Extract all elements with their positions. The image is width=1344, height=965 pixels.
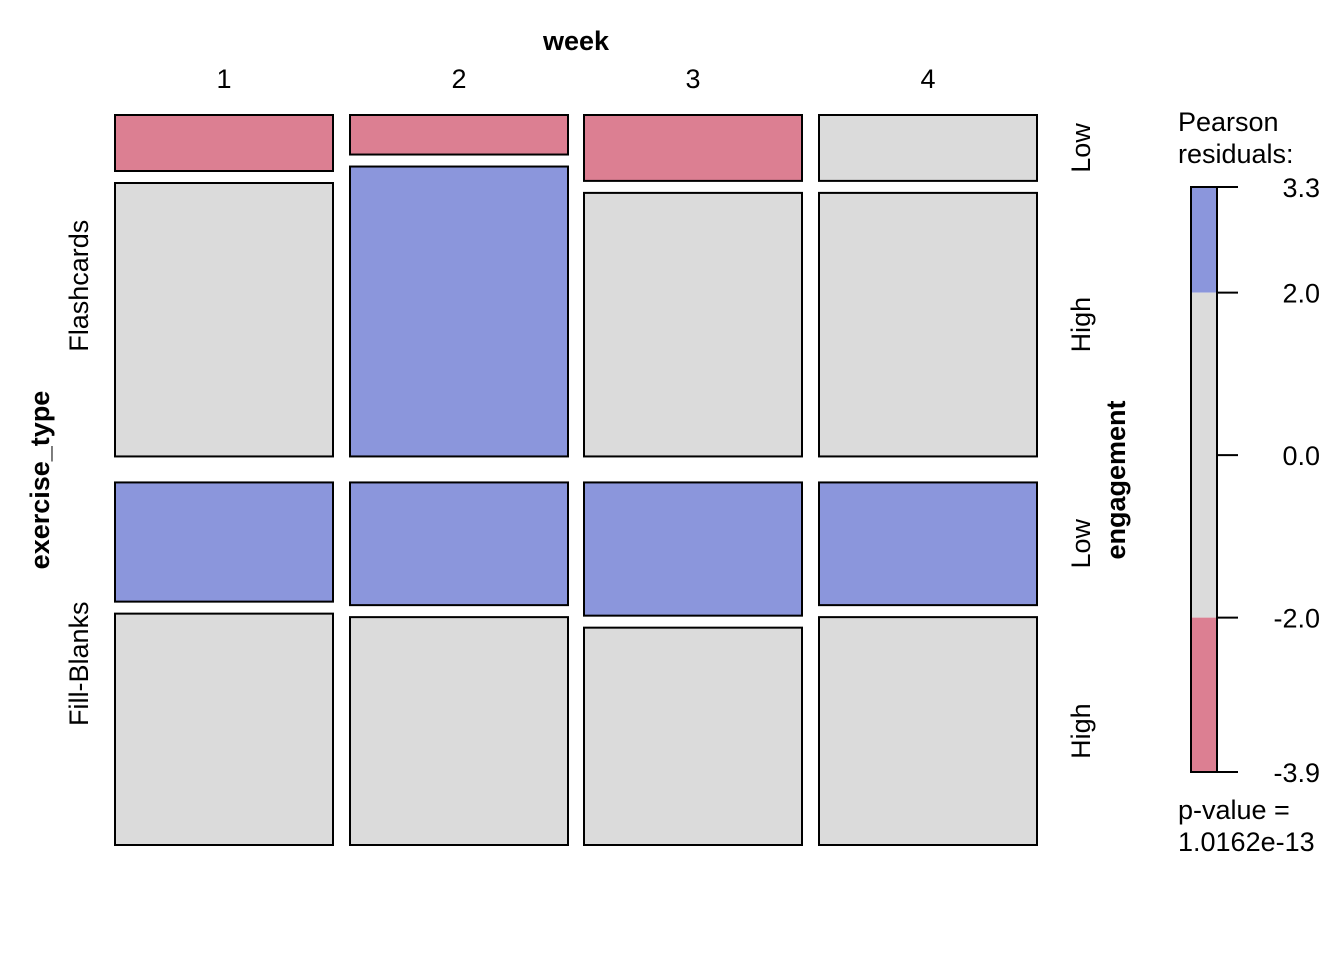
legend-color-band <box>1191 617 1217 772</box>
column-labels: 1 2 3 4 <box>216 64 935 94</box>
column-variable-title: week <box>542 26 610 56</box>
legend-tick-label: -3.9 <box>1273 758 1320 788</box>
mosaic-tile-low <box>349 114 569 156</box>
mosaic-tiles <box>114 114 1038 846</box>
mosaic-tile-low <box>818 481 1038 607</box>
legend-title: Pearson <box>1178 107 1279 137</box>
mosaic-tile-low <box>818 114 1038 182</box>
mosaic-tile-low <box>114 114 334 173</box>
mosaic-tile-high <box>349 165 569 458</box>
sub-level-label: Low <box>1066 123 1096 173</box>
mosaic-tile-high <box>114 182 334 458</box>
mosaic-tile-high <box>114 612 334 846</box>
legend-tick-label: 2.0 <box>1282 279 1320 309</box>
legend-tick-label: 0.0 <box>1282 441 1320 471</box>
mosaic-tile-low <box>583 114 803 182</box>
mosaic-tile-low <box>583 481 803 617</box>
p-value-label: 1.0162e-13 <box>1178 827 1315 857</box>
row-label: Flashcards <box>64 220 94 352</box>
legend-tick-label: 3.3 <box>1282 173 1320 203</box>
row-labels: Flashcards Fill-Blanks <box>64 220 94 726</box>
legend-title: residuals: <box>1178 139 1294 169</box>
mosaic-tile-high <box>818 616 1038 846</box>
column-label: 3 <box>685 64 700 94</box>
sub-level-label: Low <box>1066 519 1096 569</box>
sub-variable-title: engagement <box>1101 400 1131 559</box>
column-label: 4 <box>920 64 935 94</box>
sub-level-label: High <box>1066 297 1096 353</box>
legend-color-band <box>1191 187 1217 293</box>
sub-level-label: High <box>1066 703 1096 759</box>
legend-color-band <box>1191 292 1217 618</box>
mosaic-tile-low <box>349 481 569 607</box>
mosaic-tile-high <box>583 626 803 846</box>
mosaic-tile-high <box>349 616 569 846</box>
p-value-label: p-value = <box>1178 795 1290 825</box>
mosaic-tile-high <box>583 191 803 458</box>
column-label: 1 <box>216 64 231 94</box>
mosaic-tile-low <box>114 481 334 603</box>
legend-bar-frame <box>1190 186 1218 773</box>
row-variable-title: exercise_type <box>25 391 55 570</box>
mosaic-tile-high <box>818 191 1038 458</box>
row-label: Fill-Blanks <box>64 601 94 726</box>
column-label: 2 <box>451 64 466 94</box>
sub-level-labels: Low High Low High <box>1066 123 1096 759</box>
legend-tick-label: -2.0 <box>1273 604 1320 634</box>
